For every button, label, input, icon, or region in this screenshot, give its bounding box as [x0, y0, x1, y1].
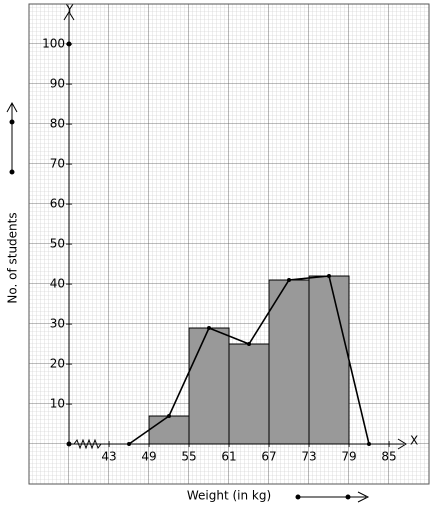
bar [228, 343, 270, 445]
axes [6, 11, 407, 503]
polygon-point [167, 414, 171, 418]
x-tick-label: 85 [381, 450, 396, 464]
y-tick-label: 40 [50, 277, 65, 291]
polygon-point [287, 278, 291, 282]
y-tick-label: 50 [50, 237, 65, 251]
x-tick-label: 55 [181, 450, 196, 464]
x-axis-letter: X [410, 434, 418, 448]
x-tick-label: 61 [221, 450, 236, 464]
y-tick-label: 100 [42, 37, 65, 51]
plot [127, 274, 371, 446]
y-tick-label: 10 [50, 397, 65, 411]
polygon-point [247, 342, 251, 346]
y-axis-letter: Y [65, 3, 74, 17]
y-axis-label: No. of students [6, 212, 20, 303]
y-tick-label: 20 [50, 357, 65, 371]
y-tick-label: 30 [50, 317, 65, 331]
y-tick-label: 90 [50, 77, 65, 91]
x-tick-label: 49 [141, 450, 156, 464]
x-tick-label: 43 [101, 450, 116, 464]
bar [308, 275, 350, 445]
polygon-point [327, 274, 331, 278]
y-tick-label: 80 [50, 117, 65, 131]
graph-paper [28, 3, 430, 485]
x-tick-label: 73 [301, 450, 316, 464]
x-axis-label: Weight (in kg) [187, 489, 271, 503]
x-tick-label: 79 [341, 450, 356, 464]
y-tick-label: 60 [50, 197, 65, 211]
y-tick-label: 70 [50, 157, 65, 171]
bar [148, 415, 190, 445]
polygon-point [207, 326, 211, 330]
x-tick-label: 67 [261, 450, 276, 464]
bar [188, 327, 230, 445]
bar [268, 279, 310, 445]
